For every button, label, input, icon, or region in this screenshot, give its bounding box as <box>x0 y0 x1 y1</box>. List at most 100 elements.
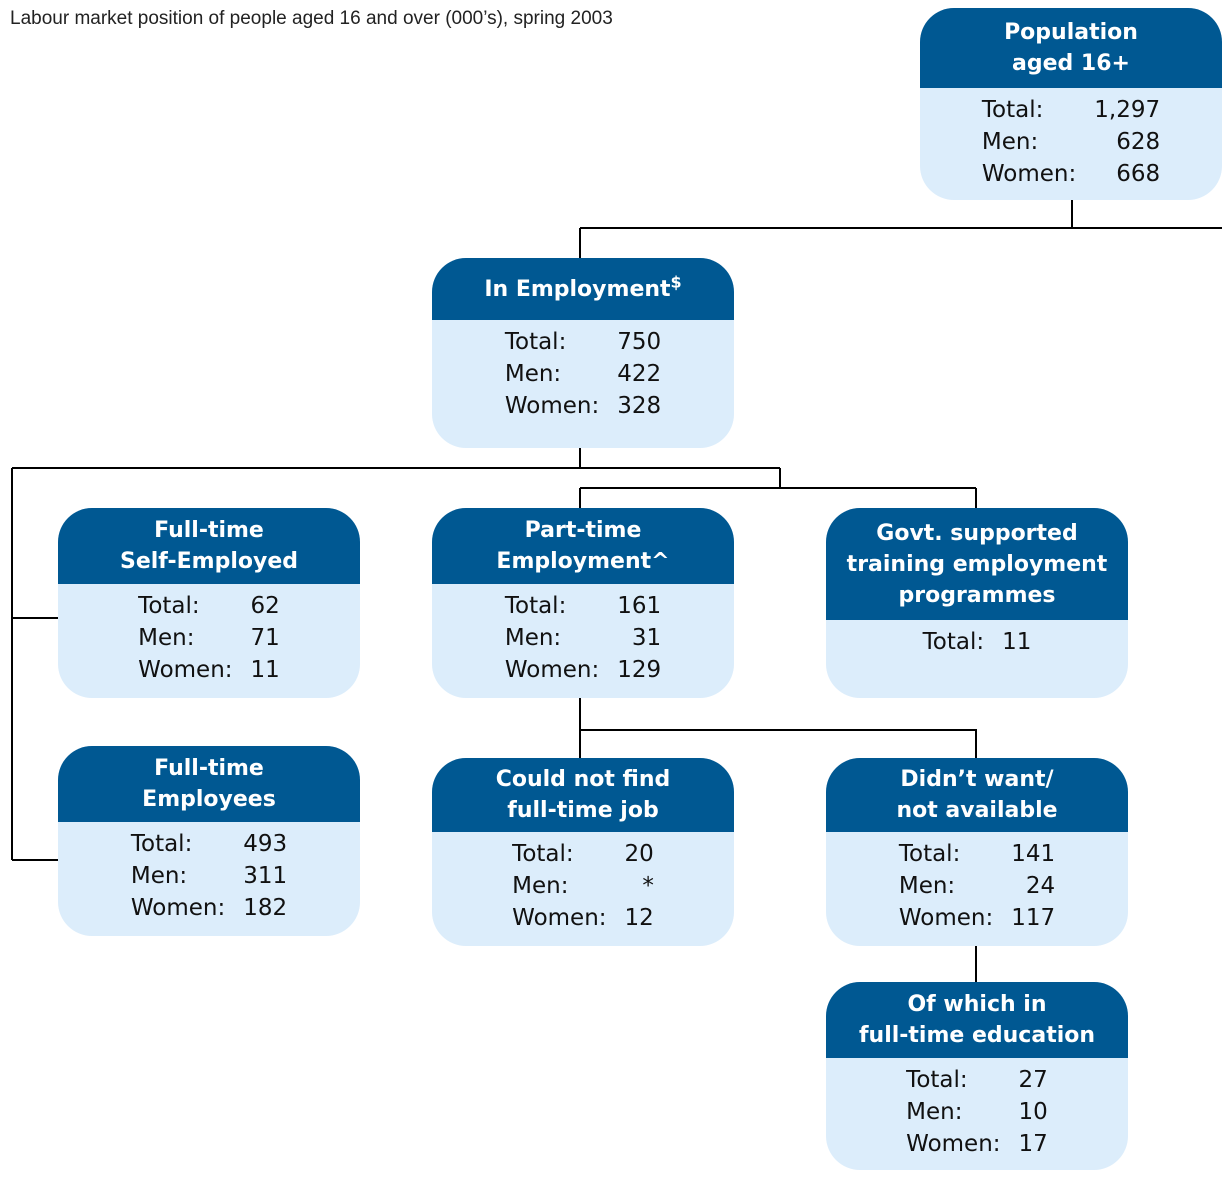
row-value: 628 <box>1116 129 1161 155</box>
row-label: Total: <box>922 629 985 655</box>
node-title-line: not available <box>896 798 1058 823</box>
row-label: Men: <box>130 863 188 889</box>
node-title-line: Employment^ <box>496 549 670 574</box>
node-box: Full-time Employees Total: 493 Men: 311 Women:… <box>58 746 360 936</box>
row-label: Total: <box>130 831 193 857</box>
node-rows: Total: 1,297 Men: 628 Women: 668 <box>920 88 1222 190</box>
connector <box>579 200 1222 258</box>
node-box: Full-time Self-Employed Total: 62 Men: 71 Wome… <box>58 508 360 698</box>
node-header: Could not find full-time job <box>432 758 734 832</box>
row-label: Women: <box>504 393 600 419</box>
row-label: Men: <box>906 1099 963 1125</box>
node-box: Part-time Employment^ Total: 161 Men: 31 Women… <box>432 508 734 698</box>
node-title-line: Govt. supported <box>876 520 1078 546</box>
node-rows: Total: 750 Men: 422 Women: 328 <box>432 320 734 422</box>
node-title-line: Could not find <box>495 767 671 792</box>
row-label: Men: <box>512 873 569 899</box>
row-label: Total: <box>981 97 1044 123</box>
row-label: Total: <box>906 1067 968 1093</box>
node-title-line: Of which in <box>907 992 1047 1017</box>
row-value: 27 <box>1018 1067 1048 1093</box>
row-value: 161 <box>617 593 662 619</box>
node-rows: Total: 493 Men: 311 Women: 182 <box>58 822 360 924</box>
node-rows: Total: 11 <box>826 620 1128 658</box>
row-label: Women: <box>981 161 1077 187</box>
node-title-line: full-time education <box>858 1023 1096 1048</box>
row-value: 422 <box>617 361 662 387</box>
node-box: Population aged 16+ Total: 1,297 Men: 628 Wome… <box>920 8 1222 200</box>
node-title-line: Didn’t want/ <box>900 767 1054 792</box>
row-value: 141 <box>1011 841 1056 867</box>
node-title-line: Part-time <box>524 518 642 543</box>
node-box: Govt. supported training employment progra… <box>826 508 1128 698</box>
row-value: 182 <box>243 895 288 921</box>
node-title-line: full-time job <box>507 798 659 823</box>
node-header: Full-time Employees <box>58 746 360 822</box>
row-value: 17 <box>1018 1131 1048 1157</box>
row-label: Women: <box>504 657 600 683</box>
node-box: In Employment$ Total: 750 Men: 422 Women: 328 <box>432 258 734 448</box>
node-title-line: Full-time <box>154 756 264 781</box>
row-label: Total: <box>898 841 961 867</box>
node-box: Of which in full-time education Total: 27 Me… <box>826 982 1128 1170</box>
node-title-line: aged 16+ <box>1012 51 1130 76</box>
row-label: Women: <box>898 905 994 931</box>
row-label: Men: <box>898 873 956 899</box>
row-label: Total: <box>504 593 567 619</box>
node-box: Could not find full-time job Total: 20 Men: *… <box>432 758 734 946</box>
node-header: Part-time Employment^ <box>432 508 734 584</box>
node-title-line: Full-time <box>154 518 264 543</box>
row-label: Women: <box>512 905 607 931</box>
node-rows: Total: 141 Men: 24 Women: 117 <box>826 832 1128 934</box>
row-label: Women: <box>130 895 226 921</box>
row-value: 750 <box>617 329 662 355</box>
node-box: Didn’t want/not available Total: 141 Men: 24… <box>826 758 1128 946</box>
row-value: 11 <box>1002 629 1032 655</box>
row-value: 311 <box>243 863 288 889</box>
node-rows: Total: 27 Men: 10 Women: 17 <box>826 1058 1128 1160</box>
node-title-line: In Employment$ <box>484 272 682 302</box>
connector <box>579 698 977 758</box>
node-title-line: programmes <box>898 582 1056 608</box>
row-value: 129 <box>617 657 662 683</box>
node-header: Didn’t want/not available <box>826 758 1128 832</box>
row-label: Total: <box>504 329 567 355</box>
row-value: 493 <box>243 831 288 857</box>
node-title-sup: $ <box>670 272 682 292</box>
node-header: Of which in full-time education <box>826 982 1128 1058</box>
diagram-title: Labour market position of people aged 16… <box>10 8 613 29</box>
row-value: 71 <box>250 625 280 651</box>
node-rows: Total: 62 Men: 71 Women: 11 <box>58 584 360 686</box>
node-rows: Total: 161 Men: 31 Women: 129 <box>432 584 734 686</box>
row-label: Women: <box>906 1131 1001 1157</box>
row-value: 328 <box>617 393 662 419</box>
node-title-line: training employment <box>846 551 1108 577</box>
row-value: 10 <box>1018 1099 1048 1125</box>
node-header: In Employment$ <box>432 258 734 320</box>
node-title-line: Self-Employed <box>120 549 298 574</box>
row-value: 12 <box>624 905 654 931</box>
row-label: Men: <box>138 625 195 651</box>
row-label: Total: <box>138 593 200 619</box>
row-value: 11 <box>250 657 280 683</box>
row-label: Men: <box>504 361 562 387</box>
row-value: 62 <box>250 593 280 619</box>
node-title-line: Employees <box>142 787 276 812</box>
node-header: Govt. supported training employment progra… <box>826 508 1128 620</box>
row-value: * <box>642 873 654 899</box>
row-label: Men: <box>504 625 562 651</box>
connector <box>579 468 977 508</box>
node-header: Population aged 16+ <box>920 8 1222 88</box>
node-title-line: Population <box>1004 20 1138 45</box>
row-value: 24 <box>1025 873 1056 899</box>
row-value: 117 <box>1011 905 1056 931</box>
row-value: 31 <box>631 625 662 651</box>
row-value: 20 <box>624 841 654 867</box>
row-label: Men: <box>981 129 1039 155</box>
row-label: Total: <box>512 841 574 867</box>
row-value: 668 <box>1116 161 1161 187</box>
connector <box>11 448 780 861</box>
row-value: 1,297 <box>1094 97 1161 123</box>
